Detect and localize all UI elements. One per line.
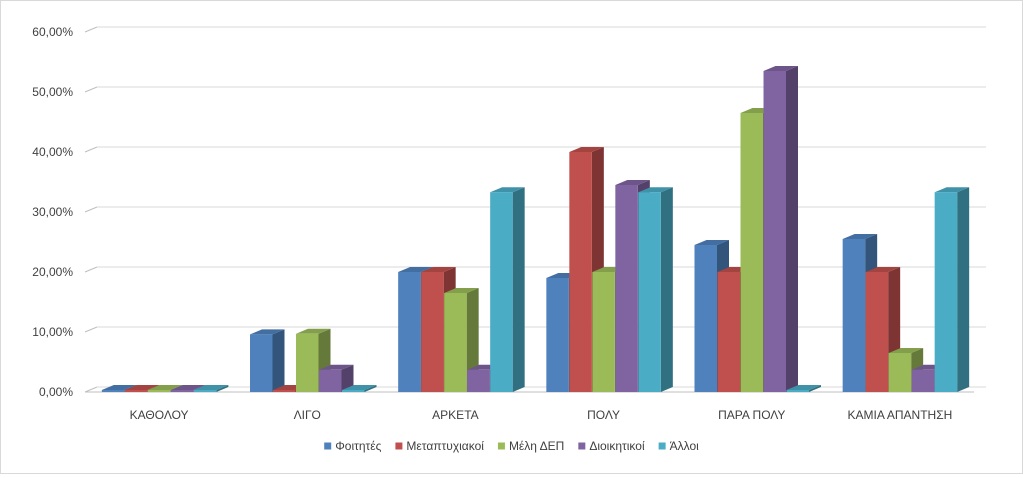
gridline [84,326,986,333]
x-tick-label: ΚΑΘΟΛΟΥ [130,408,189,422]
bars [101,66,970,392]
y-tick-label: 0,00% [39,385,73,399]
gridlines [84,26,986,393]
y-tick-label: 40,00% [32,145,73,159]
bar [250,329,285,392]
bar [865,267,901,392]
legend-label: Μέλη ΔΕΠ [509,439,564,453]
gridline [84,146,986,153]
legend-swatch [395,442,403,450]
x-tick-label: ΠΟΛΥ [587,408,620,422]
legend-label: Διοικητικοί [589,439,645,453]
legend-swatch [658,442,666,450]
bar [786,385,821,392]
legend-item: Μέλη ΔΕΠ [497,439,564,453]
bar [490,187,525,392]
bar [638,187,673,392]
x-axis-ticks: ΚΑΘΟΛΟΥ ΛΙΓΟ ΑΡΚΕΤΑ ΠΟΛΥ ΠΑΡΑ ΠΟΛΥ ΚΑΜΙΑ ΑΠΑΝ… [130,408,953,422]
legend-swatch [324,442,332,450]
x-tick-label: ΠΑΡΑ ΠΟΛΥ [718,408,785,422]
legend-label: Φοιτητές [335,439,381,453]
gridline [84,266,986,273]
legend-item: Διοικητικοί [578,439,645,453]
bar [342,385,377,392]
bar [763,66,798,392]
legend-swatch [578,442,586,450]
y-tick-label: 30,00% [32,205,73,219]
bar [193,385,229,392]
legend: Φοιτητές Μεταπτυχιακοί Μέλη ΔΕΠ Διοικητικοί… [324,439,699,453]
y-tick-label: 60,00% [32,25,73,39]
bar [319,364,354,392]
x-tick-label: ΛΙΓΟ [294,408,321,422]
gridline [84,26,986,33]
legend-label: Άλλοι [670,439,700,453]
legend-label: Μεταπτυχιακοί [406,439,484,453]
y-tick-label: 50,00% [32,85,73,99]
legend-swatch [497,442,505,450]
gridline [84,206,986,213]
gridline [84,386,986,393]
x-tick-label: ΚΑΜΙΑ ΑΠΑΝΤΗΣΗ [848,408,953,422]
y-tick-label: 20,00% [32,265,73,279]
legend-item: Μεταπτυχιακοί [395,439,484,453]
legend-item: Άλλοι [658,439,700,453]
y-axis-ticks: 0,00% 10,00% 20,00% 30,00% 40,00% 50,00% 60,00… [32,25,73,399]
x-tick-label: ΑΡΚΕΤΑ [432,408,478,422]
gridline [84,86,986,93]
bar [444,288,479,392]
bar [934,187,970,392]
legend-item: Φοιτητές [324,439,382,453]
y-tick-label: 10,00% [32,325,73,339]
